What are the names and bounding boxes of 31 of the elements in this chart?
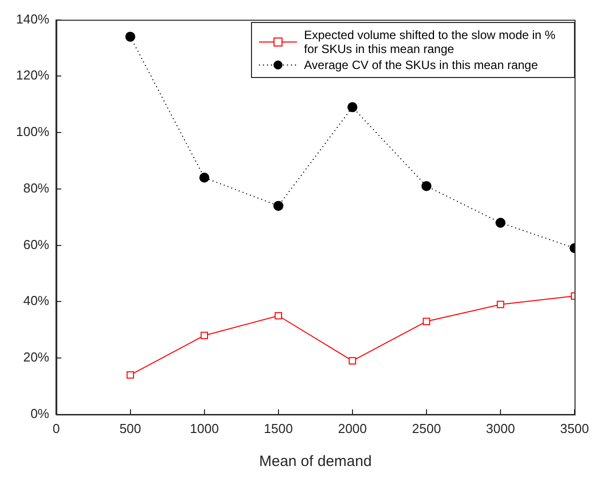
x-tick-label: 3500 — [560, 420, 589, 436]
y-tick-label: 60% — [23, 236, 50, 252]
y-tick-label: 100% — [16, 124, 50, 140]
y-tick-label: 80% — [23, 180, 50, 196]
point — [496, 218, 506, 228]
point — [422, 318, 430, 326]
y-tick-label: 0% — [30, 406, 50, 421]
x-tick-label: 2500 — [412, 420, 441, 436]
point — [421, 181, 432, 192]
point — [496, 300, 504, 308]
point — [274, 312, 282, 320]
y-tick-label: 140% — [16, 11, 50, 26]
legend-label: Average CV of the SKUs in this mean range — [304, 58, 538, 72]
y-tick-label: 20% — [23, 350, 50, 365]
y-tick-label: 120% — [16, 68, 50, 83]
x-tick-label: 3000 — [486, 420, 515, 436]
point — [125, 32, 136, 42]
legend-label: Expected volume shifted to the slow mode in % for SKUs in this mean range — [304, 28, 556, 56]
x-tick-label: 500 — [119, 420, 142, 436]
point — [199, 172, 210, 183]
point — [347, 102, 358, 112]
x-tick-label: 0 — [52, 420, 60, 436]
point — [273, 200, 284, 211]
point — [126, 371, 134, 379]
x-tick-label: 1500 — [264, 420, 293, 436]
point — [200, 332, 208, 340]
y-tick-label: 40% — [23, 293, 50, 308]
x-axis-title: Mean of demand — [259, 453, 372, 470]
point — [348, 357, 356, 365]
x-tick-label: 2000 — [338, 420, 367, 436]
x-tick-label: 1000 — [190, 420, 219, 436]
